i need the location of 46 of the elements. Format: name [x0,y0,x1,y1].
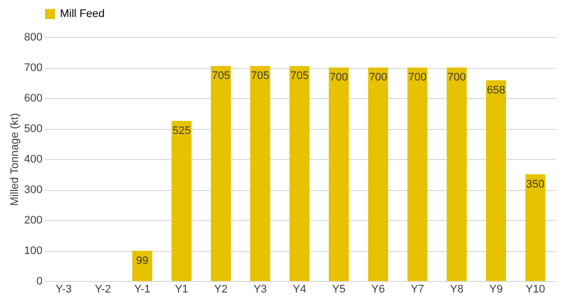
data-label: 350 [526,178,545,190]
data-label: 700 [408,72,427,84]
bar [486,80,506,281]
y-tick-label: 100 [24,245,42,257]
data-label: 525 [172,124,191,137]
y-tick-label: 800 [24,32,42,44]
bar [290,66,310,281]
x-tick-label: Y8 [450,284,464,296]
x-tick-label: Y-1 [134,284,150,296]
data-label: 700 [368,72,388,84]
bar [525,174,546,281]
x-tick-label: Y9 [489,284,503,296]
legend-label: Mill Feed [60,8,105,20]
y-axis-title: Milled Tonnage (kt) [9,113,22,206]
x-tick-label: Y10 [526,284,546,296]
y-tick-label: 600 [24,92,42,104]
x-tick-label: Y4 [292,284,306,296]
x-tick-label: Y-2 [94,284,112,296]
y-tick-label: 200 [24,214,42,226]
x-tick-label: Y7 [410,284,424,296]
bar [368,68,388,281]
bar [132,250,152,281]
bar [250,66,270,281]
x-tick-label: Y1 [174,284,188,296]
y-tick-label: 0 [36,276,42,288]
x-tick-label: Y6 [371,284,385,296]
y-tick-label: 300 [24,184,42,196]
data-label: 99 [136,254,148,267]
bar [172,120,192,281]
data-label: 705 [290,70,309,82]
y-tick-label: 500 [24,123,42,135]
x-tick-label: Y5 [332,284,346,296]
data-label: 700 [330,72,348,84]
data-label: 705 [212,70,230,82]
data-label: 658 [486,84,506,96]
x-tick-label: Y3 [253,284,267,296]
bar [328,68,349,281]
y-tick-label: 400 [24,154,42,166]
bar [407,68,428,281]
x-tick-label: Y2 [214,284,228,296]
bar [446,68,467,281]
data-label: 700 [448,72,466,84]
data-label: 705 [251,70,270,82]
bar [210,66,231,281]
x-tick-label: Y-3 [56,284,72,296]
y-tick-label: 700 [24,62,42,74]
